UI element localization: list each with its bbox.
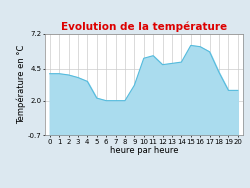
Y-axis label: Température en °C: Température en °C xyxy=(17,45,26,124)
Title: Evolution de la température: Evolution de la température xyxy=(61,21,227,32)
X-axis label: heure par heure: heure par heure xyxy=(110,146,178,155)
